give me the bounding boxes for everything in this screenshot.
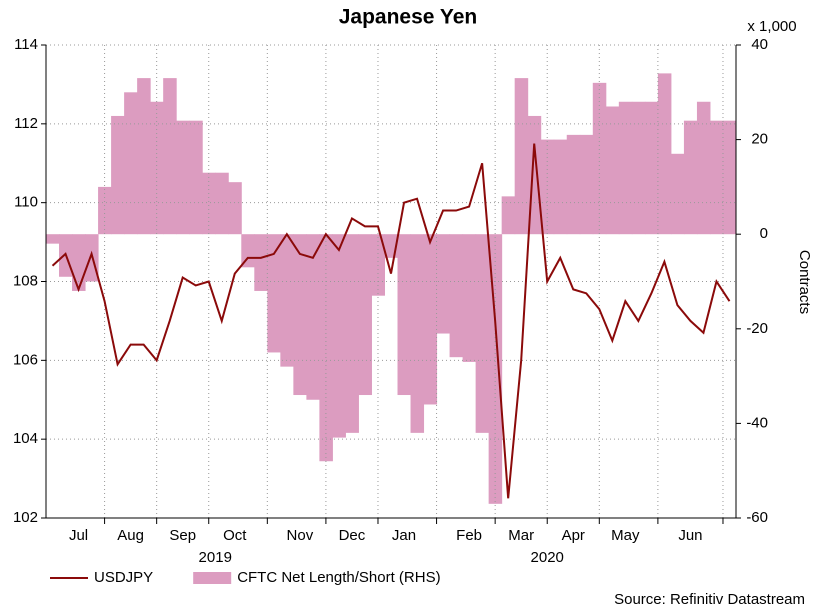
area-step (462, 234, 477, 362)
area-step (605, 106, 620, 235)
y2-tick-label: -20 (746, 320, 768, 337)
area-step (124, 92, 138, 235)
y-tick-label: 110 (14, 194, 38, 211)
area-step (553, 139, 568, 235)
area-step (592, 82, 607, 235)
area-step (696, 101, 711, 235)
y2-tick-label: 0 (760, 225, 768, 242)
source-note: Source: Refinitiv Datastream (614, 591, 805, 608)
y2-tick-label: 40 (751, 36, 768, 53)
x-tick-label: Apr (562, 527, 585, 544)
x-tick-label: Jun (678, 527, 702, 544)
area-step (72, 234, 86, 291)
x-tick-label: Oct (223, 527, 247, 544)
y2-unit-label: x 1,000 (747, 18, 796, 35)
area-step (111, 115, 125, 235)
area-step (540, 139, 555, 235)
area-step (579, 134, 594, 235)
area-step (202, 172, 216, 235)
area-step (514, 78, 529, 235)
area-step (436, 234, 451, 334)
area-step (345, 234, 359, 433)
area-step (709, 120, 724, 235)
y-tick-label: 104 (13, 430, 38, 447)
x-tick-label: Jul (69, 527, 88, 544)
x-tick-label: May (611, 527, 640, 544)
area-step (189, 120, 203, 235)
area-step (215, 172, 229, 235)
area-step (254, 234, 268, 291)
x-tick-label: Mar (508, 527, 534, 544)
area-step (306, 234, 320, 400)
area-step (293, 234, 307, 396)
area-step (618, 101, 633, 235)
chart-title: Japanese Yen (339, 6, 478, 29)
y2-tick-label: -40 (746, 414, 768, 431)
area-step (267, 234, 281, 353)
area-step (566, 134, 581, 235)
area-step (449, 234, 464, 358)
x-tick-label: Aug (117, 527, 144, 544)
area-step (163, 78, 177, 235)
area-step (501, 196, 516, 235)
x-tick-label: Jan (392, 527, 416, 544)
area-step (644, 101, 659, 235)
area-step (46, 234, 60, 244)
year-label: 2020 (531, 549, 564, 566)
area-step (280, 234, 294, 367)
y-tick-label: 108 (13, 272, 38, 289)
legend-swatch (193, 572, 232, 584)
area-step (631, 101, 646, 235)
area-step (319, 234, 333, 462)
area-step (397, 234, 412, 396)
line (51, 143, 731, 499)
area-step (475, 234, 490, 433)
y2-tick-label: -60 (746, 509, 768, 526)
area-step (670, 153, 685, 235)
x-tick-label: Dec (339, 527, 366, 544)
y2-axis-label: Contracts (796, 250, 813, 314)
area-step (176, 120, 190, 235)
legend-label: USDJPY (94, 569, 153, 586)
area-step (371, 234, 385, 296)
area-step (98, 186, 112, 235)
legend-label: CFTC Net Length/Short (RHS) (237, 569, 440, 586)
area-step (358, 234, 372, 396)
x-tick-label: Sep (169, 527, 196, 544)
x-tick-label: Nov (287, 527, 314, 544)
area-step (722, 120, 737, 235)
area-step (683, 120, 698, 235)
y-tick-label: 106 (13, 351, 38, 368)
area-step (228, 182, 242, 235)
area-step (423, 234, 438, 405)
area-step (332, 234, 346, 438)
area-step (657, 73, 672, 235)
y-tick-label: 102 (13, 509, 38, 526)
y-tick-label: 112 (14, 115, 38, 132)
x-tick-label: Feb (456, 527, 482, 544)
y-tick-label: 114 (14, 36, 38, 53)
year-label: 2019 (199, 549, 232, 566)
area-step (150, 101, 164, 235)
y2-tick-label: 20 (751, 131, 768, 148)
area-step (241, 234, 255, 268)
area-step (410, 234, 425, 433)
area-step (137, 78, 151, 235)
